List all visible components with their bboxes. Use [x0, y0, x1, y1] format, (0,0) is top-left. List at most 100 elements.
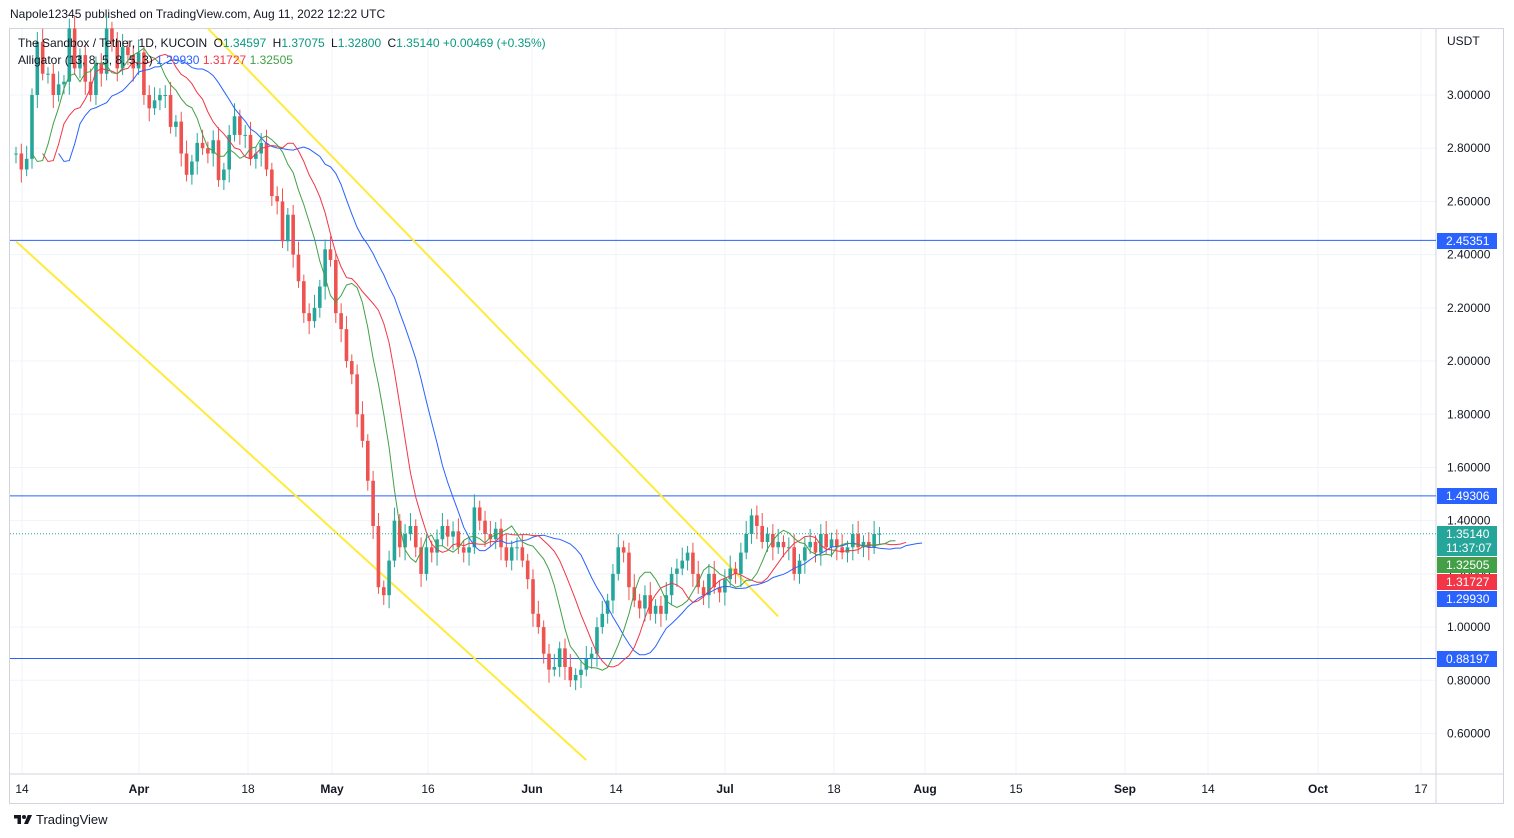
- candle-body: [472, 507, 477, 548]
- candle-body: [552, 667, 557, 670]
- candle-body: [424, 547, 429, 574]
- price-label: 2.45351: [1437, 233, 1497, 249]
- candle: [24, 145, 29, 177]
- candle-body: [179, 121, 184, 154]
- candle-body: [573, 674, 578, 681]
- time-tick-label: 16: [421, 782, 435, 796]
- candle-body: [206, 148, 210, 154]
- candles: [14, 15, 882, 691]
- candle: [696, 560, 701, 594]
- time-tick-label: 15: [1009, 782, 1023, 796]
- chart-frame[interactable]: [9, 28, 1504, 804]
- candle-body: [813, 541, 818, 553]
- candle-body: [14, 153, 18, 155]
- candle-body: [408, 526, 413, 534]
- candle-body: [803, 547, 807, 561]
- candle-body: [520, 547, 525, 561]
- candle-body: [669, 573, 674, 596]
- candle-body: [302, 281, 306, 314]
- time-tick-label: 18: [241, 782, 255, 796]
- candle-body: [200, 142, 205, 149]
- candle-body: [126, 47, 130, 56]
- candle: [573, 668, 578, 691]
- candle-body: [685, 552, 690, 561]
- candle: [595, 617, 599, 667]
- candle: [669, 567, 674, 606]
- candle-body: [765, 533, 770, 542]
- candle-body: [152, 100, 157, 109]
- low-value: 1.32800: [337, 36, 382, 50]
- time-tick-label: Aug: [913, 782, 936, 796]
- candle-body: [323, 249, 327, 287]
- price-label-bg: [1437, 574, 1497, 590]
- candle: [765, 527, 770, 552]
- price-label-text: 0.88197: [1446, 652, 1490, 666]
- candle-body: [174, 121, 178, 127]
- candle-body: [488, 533, 493, 540]
- candle-body: [621, 547, 626, 553]
- candle: [568, 653, 573, 687]
- trendlines: [15, 27, 779, 761]
- price-label-bg: [1437, 591, 1497, 607]
- candle-body: [163, 95, 168, 96]
- candle-body: [787, 547, 791, 549]
- candle: [541, 620, 546, 664]
- candle-body: [600, 613, 605, 628]
- candle-body: [563, 648, 567, 668]
- candle-body: [248, 134, 253, 159]
- candle-body: [851, 533, 855, 548]
- candle: [381, 580, 386, 606]
- candle: [877, 527, 882, 544]
- trendline: [15, 240, 587, 761]
- candle: [397, 514, 402, 558]
- candle: [445, 519, 450, 547]
- candle-body: [840, 547, 844, 553]
- price-label-text: 1.35140: [1446, 527, 1490, 541]
- candle: [680, 547, 685, 576]
- candle-body: [589, 653, 594, 660]
- candle-body: [477, 507, 482, 521]
- candle-body: [680, 560, 685, 569]
- candle-body: [312, 307, 317, 322]
- candle-body: [397, 520, 402, 548]
- candle: [525, 553, 530, 590]
- candle-body: [701, 587, 706, 596]
- candle: [280, 188, 285, 248]
- teeth-value: 1.31727: [202, 53, 247, 67]
- candle: [792, 534, 796, 581]
- candle: [184, 140, 189, 182]
- trendline: [207, 27, 779, 618]
- candle-body: [877, 533, 882, 535]
- candle: [158, 88, 162, 111]
- candle: [408, 512, 413, 541]
- price-label: 1.35140: [1437, 526, 1497, 542]
- price-label-bg: [1437, 233, 1497, 249]
- candle: [477, 500, 482, 531]
- candle-body: [568, 667, 573, 681]
- price-tick-label: 2.60000: [1447, 194, 1491, 208]
- candle: [717, 580, 722, 603]
- candle-body: [797, 560, 802, 574]
- horizontal-levels: [10, 239, 1436, 660]
- price-label-bg: [1437, 540, 1497, 556]
- candle: [536, 600, 541, 634]
- candle-body: [334, 259, 338, 314]
- time-axis: 14 Apr 18 May 16 Jun 14 Jul 18 Aug 15 Sep 14 Oct 17: [15, 782, 1428, 796]
- candle: [563, 638, 567, 681]
- candle: [872, 520, 876, 554]
- candle-body: [584, 659, 589, 670]
- candle: [216, 127, 221, 187]
- candle: [392, 507, 397, 568]
- candle: [339, 303, 343, 343]
- candle: [776, 528, 780, 554]
- candle-body: [717, 587, 722, 593]
- candle-body: [835, 539, 839, 548]
- candle: [744, 520, 749, 560]
- candle-body: [51, 73, 56, 95]
- candle: [152, 87, 157, 115]
- candle-body: [104, 28, 109, 74]
- candle-body: [467, 547, 471, 553]
- candle: [318, 279, 322, 318]
- candle-body: [355, 374, 359, 415]
